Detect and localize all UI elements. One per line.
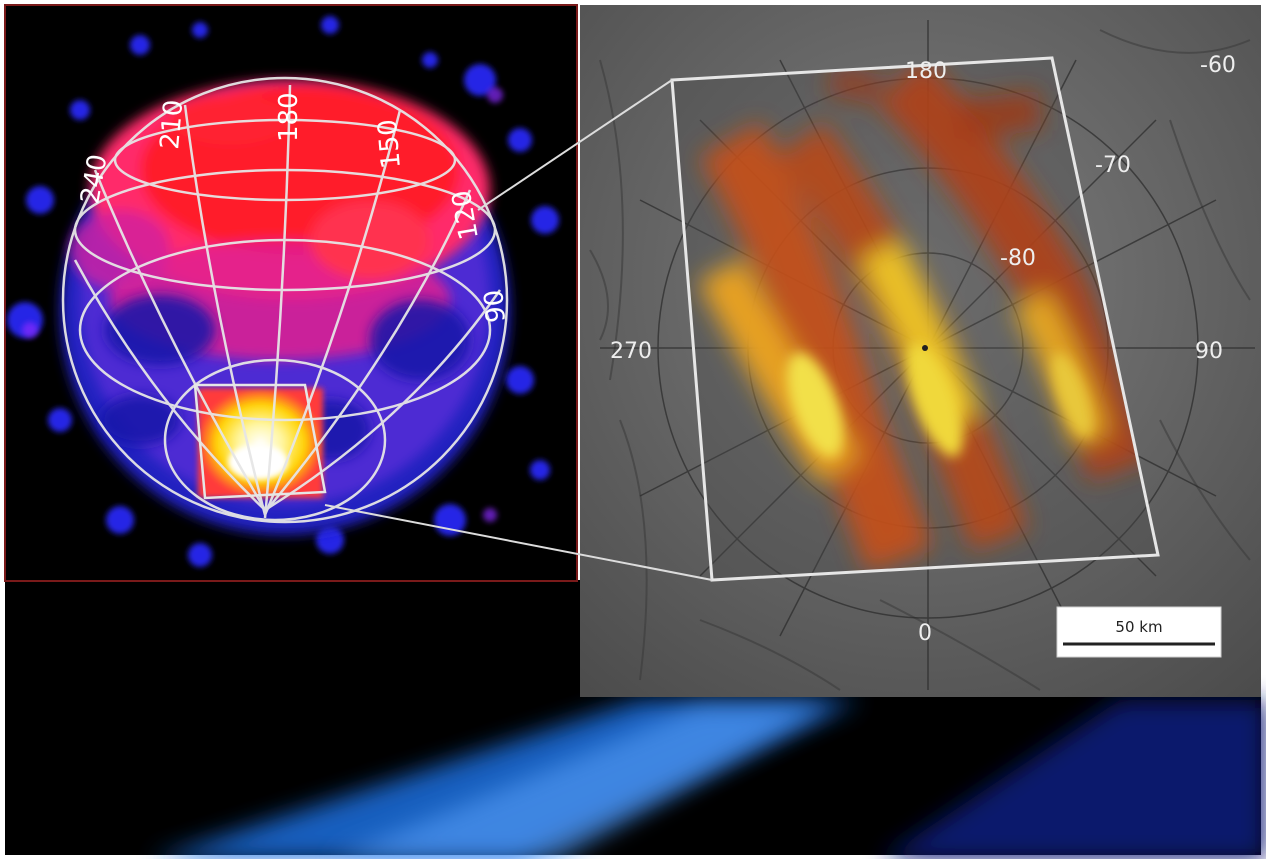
globe-panel: 240 210 180 150 120 90 <box>4 4 578 582</box>
zoom-inset-icon <box>324 79 713 581</box>
map-label-lat-70: -70 <box>1095 153 1131 178</box>
map-label-lat-60: -60 <box>1200 53 1236 78</box>
terrain-texture <box>589 29 1251 691</box>
map-label-90: 90 <box>1195 339 1223 364</box>
polar-map-labels: 180 270 90 0 -60 -70 -80 <box>610 53 1236 646</box>
map-label-180: 180 <box>905 59 947 84</box>
map-label-270: 270 <box>610 339 652 364</box>
map-label-lat-80: -80 <box>1000 246 1036 271</box>
globe-icon <box>7 16 559 567</box>
scale-bar-label: 50 km <box>1115 618 1162 636</box>
globe-grid <box>61 76 509 524</box>
globe-label-180: 180 <box>274 92 304 142</box>
plume-glow <box>153 700 1266 859</box>
globe-label-90: 90 <box>479 288 512 324</box>
map-label-0: 0 <box>918 621 932 646</box>
globe-label-210: 210 <box>155 99 189 151</box>
globe-inset-box <box>193 383 327 500</box>
globe-longitude-labels: 240 210 180 150 120 90 <box>75 92 512 324</box>
globe-label-150: 150 <box>373 118 407 170</box>
inset-box <box>670 56 1160 582</box>
polar-map-panel: 180 270 90 0 -60 -70 -80 50 km <box>580 5 1261 697</box>
scale-bar-icon: 50 km <box>1056 606 1222 658</box>
